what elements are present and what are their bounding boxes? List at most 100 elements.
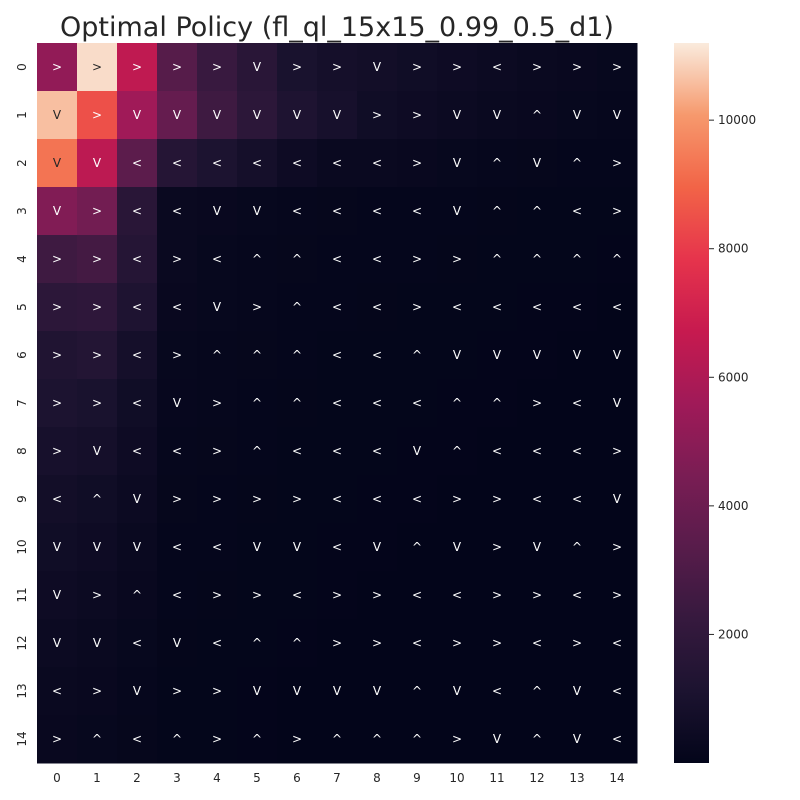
heatmap-cell [597,475,638,524]
cell-action-label: > [572,60,582,74]
cell-action-label: V [253,684,262,698]
y-tick-label: 11 [15,587,29,602]
heatmap-cell [397,235,438,284]
heatmap-cell [237,139,278,188]
heatmap-cell [397,283,438,332]
heatmap-cell [557,715,598,764]
cell-action-label: V [53,540,62,554]
cell-action-label: V [53,636,62,650]
heatmap-cell [437,571,478,620]
cell-action-label: V [493,108,502,122]
heatmap-cell [117,187,158,236]
heatmap-cell [517,475,558,524]
heatmap-cell [317,331,358,380]
cell-action-label: V [253,204,262,218]
heatmap-cell [237,235,278,284]
cell-action-label: < [532,300,542,314]
heatmap-cell [237,283,278,332]
heatmap-cell [117,427,158,476]
colorbar [674,43,709,763]
heatmap-cell [397,667,438,716]
cell-action-label: > [52,60,62,74]
cell-action-label: ^ [292,636,302,650]
heatmap-cell [77,91,118,140]
heatmap-cell [277,523,318,572]
cell-action-label: V [453,684,462,698]
x-tick-label: 14 [609,771,624,785]
cell-action-label: V [213,108,222,122]
cell-action-label: V [333,108,342,122]
heatmap-cell [277,43,318,92]
heatmap-cell [157,667,198,716]
y-tick-label: 5 [15,303,29,311]
cell-action-label: V [93,444,102,458]
y-tick-label: 0 [15,63,29,71]
heatmap-cell [517,715,558,764]
heatmap-cell [357,571,398,620]
heatmap-cell [597,91,638,140]
cell-action-label: > [52,444,62,458]
heatmap-cell [477,715,518,764]
heatmap-cell [277,571,318,620]
heatmap-cell [597,235,638,284]
heatmap-cell [397,43,438,92]
cell-action-label: > [212,684,222,698]
cell-action-label: < [412,636,422,650]
heatmap-cell [117,475,158,524]
heatmap-cell [357,187,398,236]
cell-action-label: > [132,60,142,74]
heatmap-cell [77,523,118,572]
cell-action-label: > [452,732,462,746]
cell-action-label: > [612,444,622,458]
heatmap-cell [77,187,118,236]
cell-action-label: < [572,396,582,410]
cell-action-label: ^ [252,444,262,458]
heatmap-cell [117,331,158,380]
cell-action-label: > [52,732,62,746]
heatmap-cell [477,523,518,572]
x-tick-label: 3 [173,771,181,785]
cell-action-label: < [212,252,222,266]
y-tick-label: 8 [15,447,29,455]
heatmap-cell [157,571,198,620]
cell-action-label: ^ [252,252,262,266]
cell-action-label: < [532,636,542,650]
heatmap-cell [437,667,478,716]
heatmap-cell [237,571,278,620]
cell-action-label: V [613,348,622,362]
heatmap-cell [357,715,398,764]
heatmap-cell [77,379,118,428]
heatmap-cell [477,235,518,284]
x-tick-label: 10 [449,771,464,785]
heatmap-cell [437,91,478,140]
cell-action-label: > [172,492,182,506]
heatmap-cell [117,379,158,428]
y-tick-label: 1 [15,111,29,119]
cell-action-label: < [612,732,622,746]
cell-action-label: ^ [572,540,582,554]
heatmap-cell [557,571,598,620]
cell-action-label: < [332,204,342,218]
cell-action-label: ^ [532,684,542,698]
heatmap-cell [277,427,318,476]
cell-action-label: < [132,396,142,410]
heatmap-cell [317,91,358,140]
heatmap-cell [277,331,318,380]
y-tick-label: 10 [15,539,29,554]
cell-action-label: V [93,636,102,650]
heatmap-cell [477,379,518,428]
x-tick-label: 11 [489,771,504,785]
heatmap-cell-labels: > > > > > V > > V > > < > > > V > V V V V V V > > V V ^ V V V V < < < < < < < >… [52,60,622,746]
cell-action-label: > [612,588,622,602]
x-tick-label: 2 [133,771,141,785]
cell-action-label: < [572,492,582,506]
cell-action-label: V [413,444,422,458]
heatmap-cell [77,667,118,716]
cell-action-label: < [52,492,62,506]
x-tick-label: 9 [413,771,421,785]
heatmap-cell [157,283,198,332]
heatmap-cell [117,571,158,620]
heatmap-cell [477,619,518,668]
heatmap-cell [37,715,78,764]
heatmap-cell [357,283,398,332]
